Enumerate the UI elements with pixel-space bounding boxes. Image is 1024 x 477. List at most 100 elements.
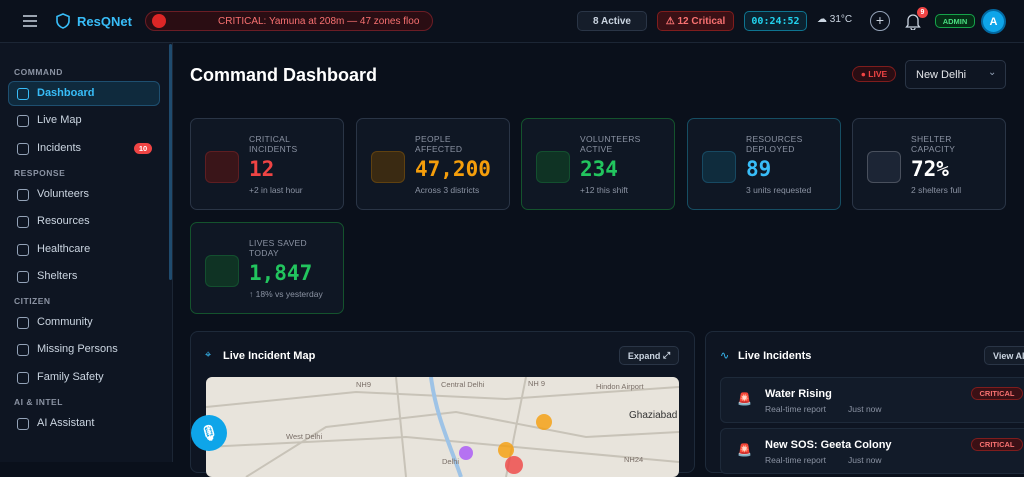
voice-button[interactable]: 🎙 xyxy=(191,415,227,451)
nav-item[interactable]: Shelters xyxy=(37,269,78,282)
nav-item[interactable]: Healthcare xyxy=(37,242,91,255)
expand-button[interactable]: Expand ⤢ xyxy=(619,346,679,365)
stat-label: CRITICAL INCIDENTS xyxy=(249,134,298,154)
map-label: NH24 xyxy=(624,455,644,464)
nav-item[interactable]: Dashboard xyxy=(37,87,95,99)
ticker-text: CRITICAL: Yamuna at 208m — 47 zones floo xyxy=(218,16,420,27)
nav-icon xyxy=(17,243,29,256)
brand: ResQNet xyxy=(77,14,132,29)
stat-label: LIVES SAVED TODAY xyxy=(249,238,307,258)
nav-icon xyxy=(17,216,29,229)
stat-note: 3 units requested xyxy=(746,185,812,195)
nav-icon xyxy=(17,371,29,384)
stat-card: SHELTER CAPACITY 72% 2 shelters full xyxy=(852,118,1006,210)
city-select[interactable]: New Delhi ⌄ xyxy=(905,60,1006,89)
stat-label: RESOURCES DEPLOYED xyxy=(746,134,803,154)
stat-card: PEOPLE AFFECTED 47,200 Across 3 districts xyxy=(356,118,510,210)
stat-card: VOLUNTEERS ACTIVE 234 +12 this shift xyxy=(521,118,675,210)
incident-title: New SOS: Geeta Colony xyxy=(765,439,892,451)
alert-ticker[interactable]: CRITICAL: Yamuna at 208m — 47 zones floo xyxy=(145,11,433,31)
notification-badge: 9 xyxy=(917,7,928,18)
stat-value: 234 xyxy=(580,157,618,181)
stat-label: SHELTER CAPACITY xyxy=(911,134,956,154)
temperature: 31°C xyxy=(829,14,853,25)
stat-value: 47,200 xyxy=(415,157,491,181)
avatar[interactable]: A xyxy=(981,9,1006,34)
critical-count: 12 Critical xyxy=(677,15,726,27)
incidents-title: Live Incidents xyxy=(738,350,812,362)
incident-time: Just now xyxy=(848,404,882,414)
nav-item[interactable]: Volunteers xyxy=(37,187,89,200)
nav-icon xyxy=(17,344,29,357)
nav-item[interactable]: Community xyxy=(37,316,93,329)
section-title: RESPONSE xyxy=(14,167,66,178)
weather: ☁ 31°C xyxy=(817,14,853,25)
stat-note: 2 shelters full xyxy=(911,185,962,195)
menu-button[interactable] xyxy=(22,14,38,28)
stat-icon xyxy=(205,255,239,287)
incident-time: Just now xyxy=(848,455,882,465)
stat-label: VOLUNTEERS ACTIVE xyxy=(580,134,641,154)
stat-note: Across 3 districts xyxy=(415,185,480,195)
severity-badge: CRITICAL xyxy=(971,387,1023,400)
stat-icon xyxy=(867,151,901,183)
page-title: Command Dashboard xyxy=(190,65,378,85)
stat-value: 12 xyxy=(249,157,275,181)
nav-item[interactable]: Live Map xyxy=(37,114,82,127)
map-label: Central Delhi xyxy=(441,380,485,389)
map-label: West Delhi xyxy=(286,432,323,441)
map-title: Live Incident Map xyxy=(223,350,316,362)
stat-icon xyxy=(205,151,239,183)
stat-icon xyxy=(371,151,405,183)
incident-source: Real-time report xyxy=(765,404,826,414)
nav-item[interactable]: Missing Persons xyxy=(37,343,118,356)
scrollbar xyxy=(169,44,172,280)
live-badge: ● LIVE xyxy=(852,66,896,82)
map-panel: ⌖ Live Incident Map Expand ⤢ NH9 Central … xyxy=(190,331,695,477)
map[interactable]: NH9 Central Delhi NH 9 Hindon Airport Ghazia… xyxy=(206,377,679,477)
nav-icon xyxy=(17,88,29,100)
section-title: COMMAND xyxy=(14,67,63,77)
nav-item[interactable]: Family Safety xyxy=(37,370,104,383)
map-label: Ghaziabad xyxy=(629,410,678,421)
notifications-button[interactable] xyxy=(905,12,921,30)
incident-title: Water Rising xyxy=(765,388,832,400)
nav-icon xyxy=(17,418,29,430)
nav-icon xyxy=(17,317,29,330)
incident-row[interactable]: 🚨 New SOS: Geeta Colony Real-time report Ju… xyxy=(720,428,1024,474)
incident-row[interactable]: 🚨 Water Rising Real-time report Just now CRI… xyxy=(720,377,1024,423)
stat-note: ↑ 18% vs yesterday xyxy=(249,289,323,299)
nav-icon xyxy=(17,115,29,128)
view-all-button[interactable]: View Al xyxy=(984,346,1024,365)
stat-icon xyxy=(536,151,570,183)
app: ResQNet CRITICAL: Yamuna at 208m — 47 zo… xyxy=(0,7,1024,477)
role-badge: ADMIN xyxy=(935,14,975,28)
add-button[interactable]: + xyxy=(870,11,890,31)
nav-item[interactable]: AI Assistant xyxy=(37,417,95,429)
stat-label: PEOPLE AFFECTED xyxy=(415,134,463,154)
stat-card: LIVES SAVED TODAY 1,847 ↑ 18% vs yesterday xyxy=(190,222,344,314)
timer: 00:24:52 xyxy=(744,11,807,31)
logo-icon xyxy=(56,13,70,29)
severity-badge: CRITICAL xyxy=(971,438,1023,451)
live-text: LIVE xyxy=(868,69,888,79)
critical-pill: ⚠ 12 Critical xyxy=(657,11,734,31)
map-label: Hindon Airport xyxy=(596,382,644,391)
section-title: AI & INTEL xyxy=(14,397,63,407)
stat-note: +2 in last hour xyxy=(249,185,303,195)
expand-text: Expand xyxy=(627,350,661,361)
map-label: NH9 xyxy=(356,380,372,389)
stat-value: 1,847 xyxy=(249,261,313,285)
incident-icon: 🚨 xyxy=(737,392,752,406)
active-count: 8 Active xyxy=(593,15,631,27)
nav-item[interactable]: Resources xyxy=(37,215,90,228)
city-value: New Delhi xyxy=(916,69,967,81)
active-pill: 8 Active xyxy=(577,11,647,31)
nav-active xyxy=(8,81,160,106)
nav-icon xyxy=(17,142,29,155)
stat-icon xyxy=(702,151,736,183)
section-title: CITIZEN xyxy=(14,296,51,307)
stat-value: 72% xyxy=(911,157,949,181)
nav-icon xyxy=(17,270,29,283)
nav-item[interactable]: Incidents xyxy=(37,141,82,154)
